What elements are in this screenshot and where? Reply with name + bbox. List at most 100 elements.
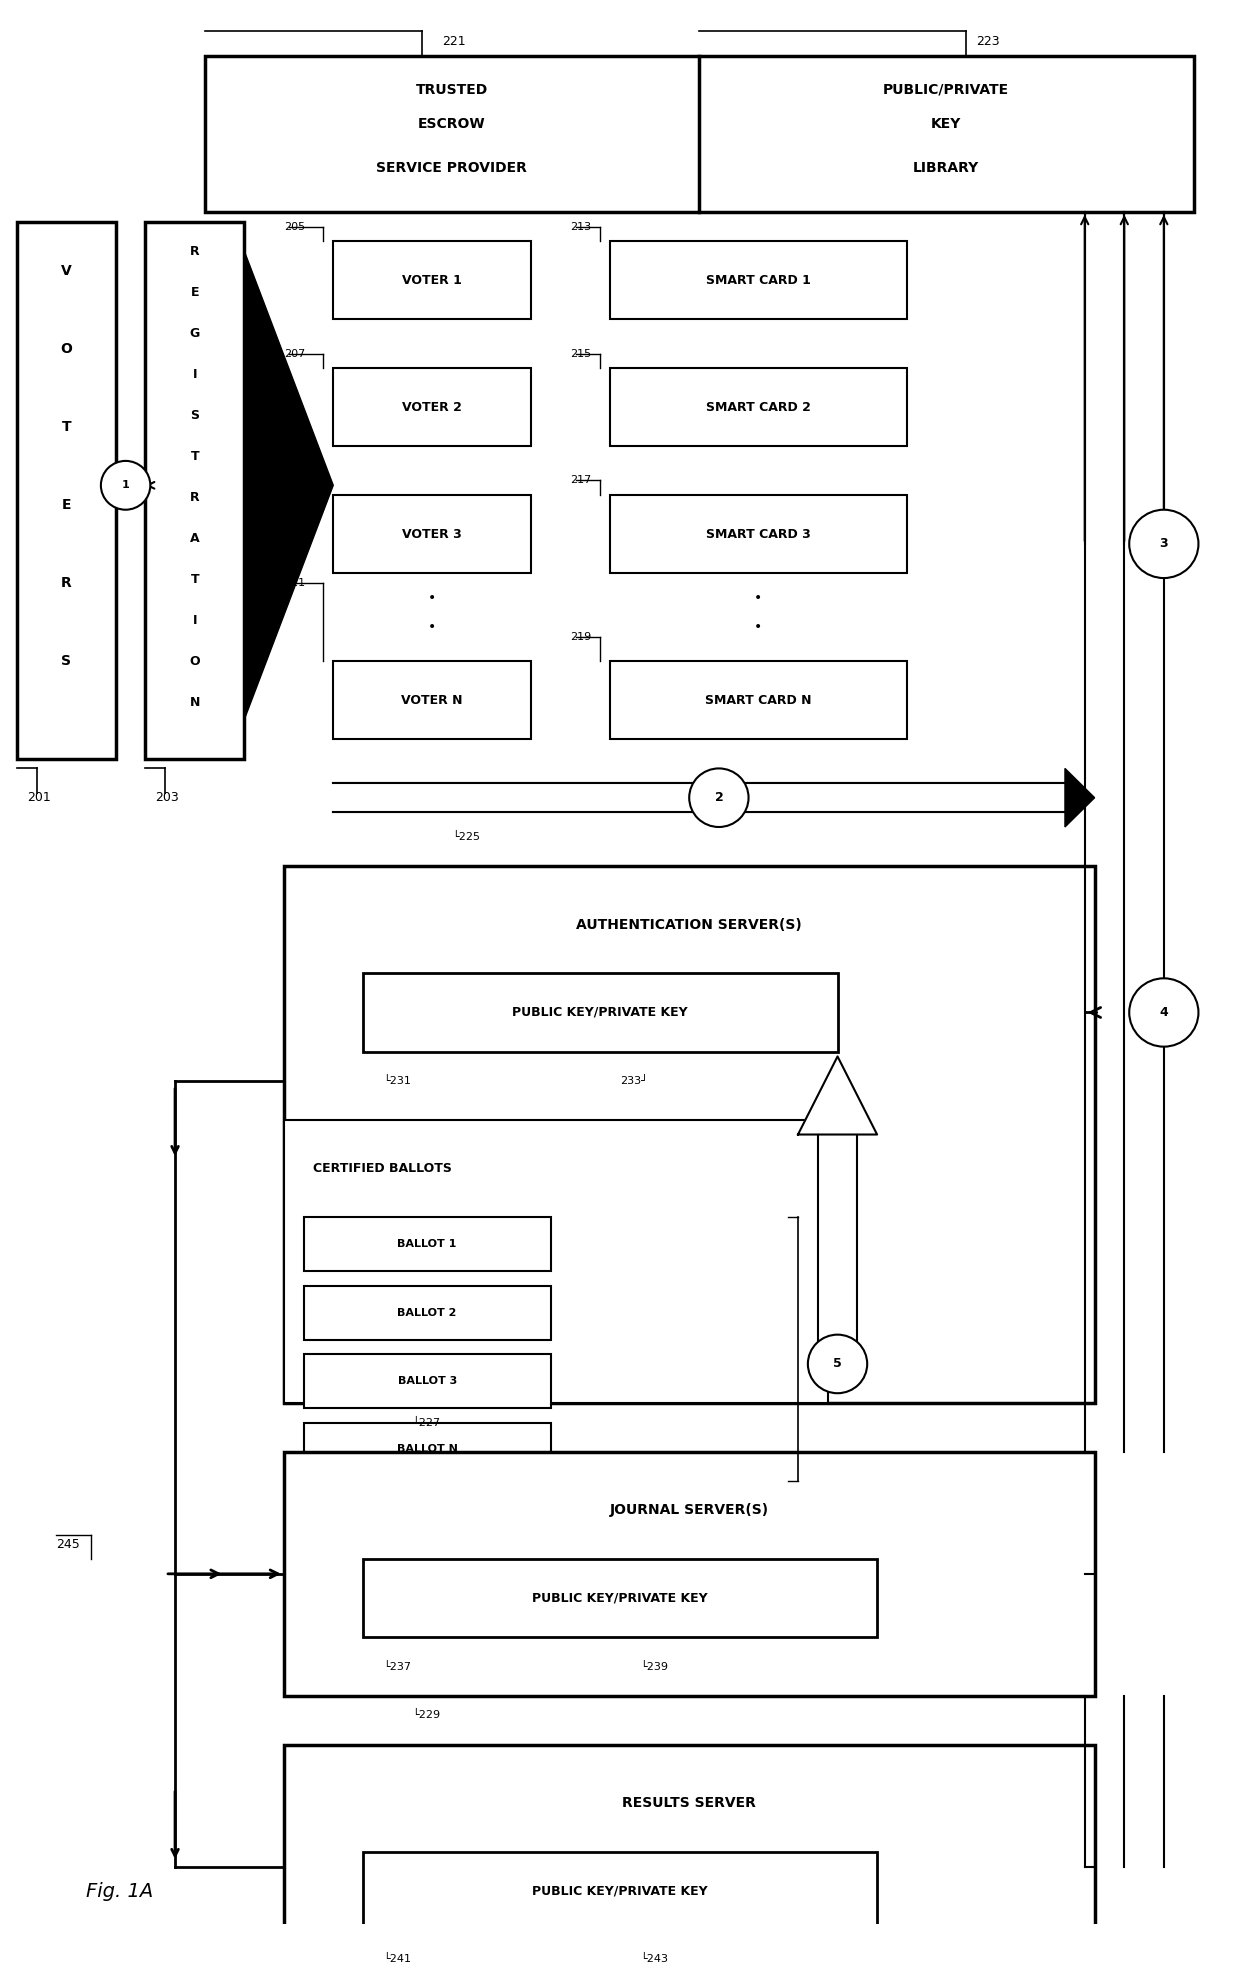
Text: R: R (190, 491, 200, 503)
Text: SMART CARD N: SMART CARD N (706, 693, 812, 707)
Bar (363, 974, 837, 1051)
Text: 213: 213 (570, 222, 591, 232)
Text: SERVICE PROVIDER: SERVICE PROVIDER (377, 161, 527, 175)
Polygon shape (817, 1135, 857, 1383)
Bar (334, 495, 531, 573)
Text: SMART CARD 2: SMART CARD 2 (706, 401, 811, 414)
Text: 245: 245 (56, 1538, 81, 1552)
Text: PUBLIC KEY/PRIVATE KEY: PUBLIC KEY/PRIVATE KEY (532, 1885, 708, 1897)
Text: PUBLIC KEY/PRIVATE KEY: PUBLIC KEY/PRIVATE KEY (532, 1591, 708, 1605)
Text: 223: 223 (976, 35, 999, 47)
Polygon shape (334, 784, 1065, 813)
Text: G: G (190, 326, 200, 340)
Bar (334, 242, 531, 320)
Text: I: I (192, 367, 197, 381)
Text: 233┘: 233┘ (620, 1076, 647, 1086)
Text: R: R (190, 244, 200, 257)
Text: 217: 217 (570, 475, 591, 485)
Text: 2: 2 (714, 791, 723, 803)
Text: BALLOT N: BALLOT N (397, 1444, 458, 1455)
Text: SMART CARD 3: SMART CARD 3 (706, 528, 811, 540)
Text: O: O (61, 342, 72, 355)
Text: VOTER N: VOTER N (402, 693, 463, 707)
Text: └243: └243 (640, 1954, 668, 1964)
Bar (304, 1422, 551, 1477)
Text: R: R (61, 575, 72, 589)
Text: 209: 209 (284, 538, 305, 548)
Text: 207: 207 (284, 348, 305, 359)
Text: O: O (190, 654, 200, 668)
Text: 221: 221 (441, 35, 466, 47)
Text: Fig. 1A: Fig. 1A (86, 1882, 154, 1901)
Bar (304, 1218, 551, 1271)
Text: AUTHENTICATION SERVER(S): AUTHENTICATION SERVER(S) (577, 917, 802, 931)
Text: BALLOT 1: BALLOT 1 (398, 1239, 456, 1249)
Text: •: • (754, 591, 763, 605)
Bar (284, 1744, 1095, 1964)
Text: 235: 235 (817, 1343, 839, 1355)
Text: PUBLIC KEY/PRIVATE KEY: PUBLIC KEY/PRIVATE KEY (512, 1006, 688, 1019)
Text: RESULTS SERVER: RESULTS SERVER (622, 1797, 756, 1811)
Bar (610, 495, 906, 573)
Circle shape (689, 768, 749, 827)
Text: S: S (190, 409, 200, 422)
Text: PUBLIC/PRIVATE: PUBLIC/PRIVATE (883, 82, 1009, 96)
Text: N: N (190, 695, 200, 709)
Text: 1: 1 (122, 481, 129, 491)
Circle shape (100, 462, 150, 511)
Text: 4: 4 (1159, 1006, 1168, 1019)
Text: VOTER 3: VOTER 3 (402, 528, 463, 540)
Text: └231: └231 (383, 1076, 410, 1086)
Text: ESCROW: ESCROW (418, 118, 486, 132)
Text: 211: 211 (284, 577, 305, 587)
Text: KEY: KEY (931, 118, 961, 132)
Bar (610, 367, 906, 446)
Bar (17, 222, 115, 758)
Text: 3: 3 (1159, 538, 1168, 550)
Text: TRUSTED: TRUSTED (415, 82, 489, 96)
Bar (610, 242, 906, 320)
Text: E: E (62, 497, 71, 513)
Text: CERTIFIED BALLOTS: CERTIFIED BALLOTS (314, 1163, 453, 1174)
Text: └229: └229 (413, 1711, 440, 1720)
Text: SMART CARD 1: SMART CARD 1 (706, 273, 811, 287)
Text: VOTER 2: VOTER 2 (402, 401, 463, 414)
Text: JOURNAL SERVER(S): JOURNAL SERVER(S) (610, 1502, 769, 1518)
Bar (304, 1286, 551, 1339)
Text: └239: └239 (640, 1662, 668, 1671)
Text: 219: 219 (570, 632, 591, 642)
Bar (610, 662, 906, 738)
Text: T: T (191, 450, 200, 462)
Polygon shape (1065, 768, 1095, 827)
Text: └225: └225 (451, 831, 480, 843)
Text: 201: 201 (27, 791, 51, 803)
Text: E: E (191, 285, 200, 299)
Circle shape (1130, 511, 1198, 577)
Text: └241: └241 (383, 1954, 410, 1964)
Text: V: V (61, 263, 72, 277)
Text: LIBRARY: LIBRARY (913, 161, 980, 175)
Bar (205, 55, 1194, 212)
Polygon shape (799, 1057, 877, 1135)
Bar (304, 1353, 551, 1408)
Bar (334, 662, 531, 738)
Bar (363, 1852, 877, 1931)
Bar (334, 367, 531, 446)
Text: 205: 205 (284, 222, 305, 232)
Text: T: T (62, 420, 71, 434)
Bar (145, 222, 244, 758)
Bar (363, 1559, 877, 1638)
Text: A: A (190, 532, 200, 544)
Bar (284, 1119, 827, 1402)
Text: └237: └237 (383, 1662, 410, 1671)
Text: 215: 215 (570, 348, 591, 359)
Text: 203: 203 (155, 791, 179, 803)
Circle shape (808, 1336, 867, 1392)
Text: 5: 5 (833, 1357, 842, 1371)
Bar (284, 866, 1095, 1402)
Bar (284, 1451, 1095, 1695)
Text: BALLOT 3: BALLOT 3 (398, 1377, 456, 1387)
Circle shape (1130, 978, 1198, 1047)
Text: •: • (428, 621, 436, 634)
Polygon shape (244, 251, 334, 719)
